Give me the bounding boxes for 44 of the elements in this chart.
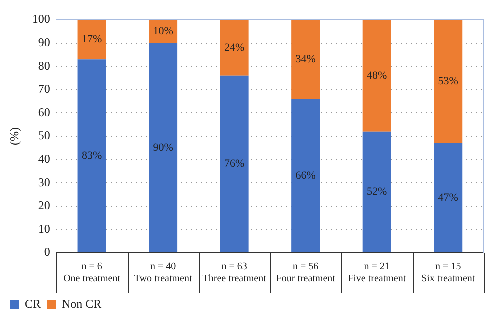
data-label: 34% xyxy=(296,54,316,66)
data-label: 52% xyxy=(367,186,388,198)
y-tick-label: 100 xyxy=(32,12,50,26)
x-tick-label: n = 21 Five treatment xyxy=(348,262,406,285)
bar xyxy=(220,20,249,76)
y-axis-title: (%) xyxy=(7,128,22,146)
x-tick-label: n = 56 Four treatment xyxy=(276,262,336,285)
legend-label: CR xyxy=(25,297,42,312)
data-label: 90% xyxy=(153,142,174,154)
bar xyxy=(78,20,106,60)
legend-label: Non CR xyxy=(62,297,102,312)
data-label: 10% xyxy=(153,26,174,38)
y-tick-label: 80 xyxy=(38,58,50,73)
y-tick-label: 10 xyxy=(38,222,50,236)
y-tick-label: 20 xyxy=(38,198,50,213)
x-tick-label: n = 63 Three treatment xyxy=(202,262,267,285)
bar xyxy=(292,99,320,252)
bar xyxy=(149,20,178,44)
data-label: 66% xyxy=(296,170,316,182)
data-label: 53% xyxy=(438,76,458,88)
y-tick-label: 70 xyxy=(38,82,50,96)
y-tick-label: 50 xyxy=(38,128,50,143)
x-tick-label: n = 6 One treatment xyxy=(64,262,121,285)
data-label: 17% xyxy=(82,34,102,46)
bar xyxy=(434,20,463,144)
data-label: 48% xyxy=(367,70,388,82)
y-tick-label: 60 xyxy=(38,105,50,120)
x-tick-label: n = 40 Two treatment xyxy=(134,262,192,285)
bar xyxy=(292,20,320,100)
data-label: 76% xyxy=(224,158,245,170)
bar xyxy=(78,60,106,252)
bar xyxy=(149,43,178,252)
y-tick-label: 0 xyxy=(44,245,50,260)
bar xyxy=(362,132,392,252)
data-label: 24% xyxy=(224,42,245,54)
y-tick-label: 40 xyxy=(38,152,50,166)
bar xyxy=(434,143,463,252)
x-tick-label: n = 15 Six treatment xyxy=(422,262,476,285)
data-label: 83% xyxy=(82,150,102,162)
y-tick-label: 90 xyxy=(38,35,50,50)
y-tick-label: 30 xyxy=(38,175,50,190)
bar xyxy=(220,76,249,252)
bar xyxy=(362,20,392,132)
data-label: 47% xyxy=(438,192,458,204)
